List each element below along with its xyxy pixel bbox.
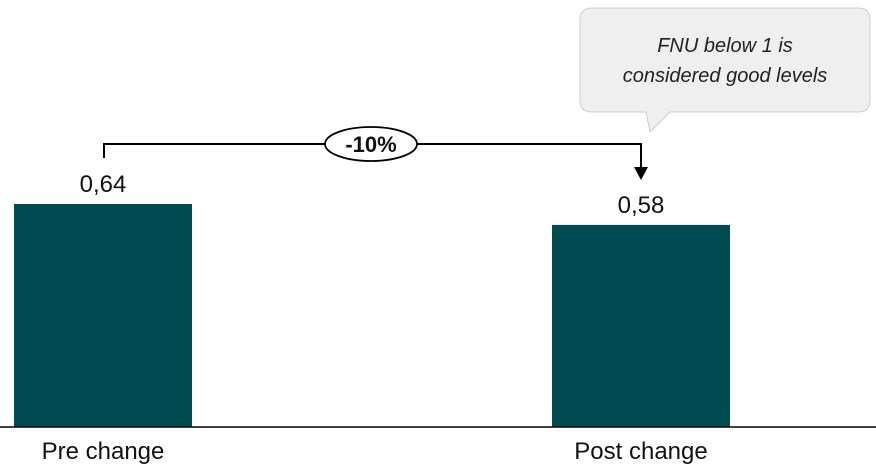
change-arrowhead <box>634 167 648 180</box>
callout-line-1: FNU below 1 is <box>657 35 793 57</box>
bar-0 <box>14 204 192 427</box>
change-label: -10% <box>345 132 396 157</box>
value-label-1: 0,58 <box>618 192 665 219</box>
category-label-1: Post change <box>574 438 707 465</box>
callout-bubble <box>579 7 871 134</box>
change-badge <box>324 126 418 162</box>
value-label-0: 0,64 <box>80 171 127 198</box>
category-label-0: Pre change <box>42 438 165 465</box>
bars-group: 0,64 Pre change 0,58 Post change <box>14 171 730 465</box>
bar-1 <box>552 224 730 427</box>
callout-line-2: considered good levels <box>623 65 828 87</box>
